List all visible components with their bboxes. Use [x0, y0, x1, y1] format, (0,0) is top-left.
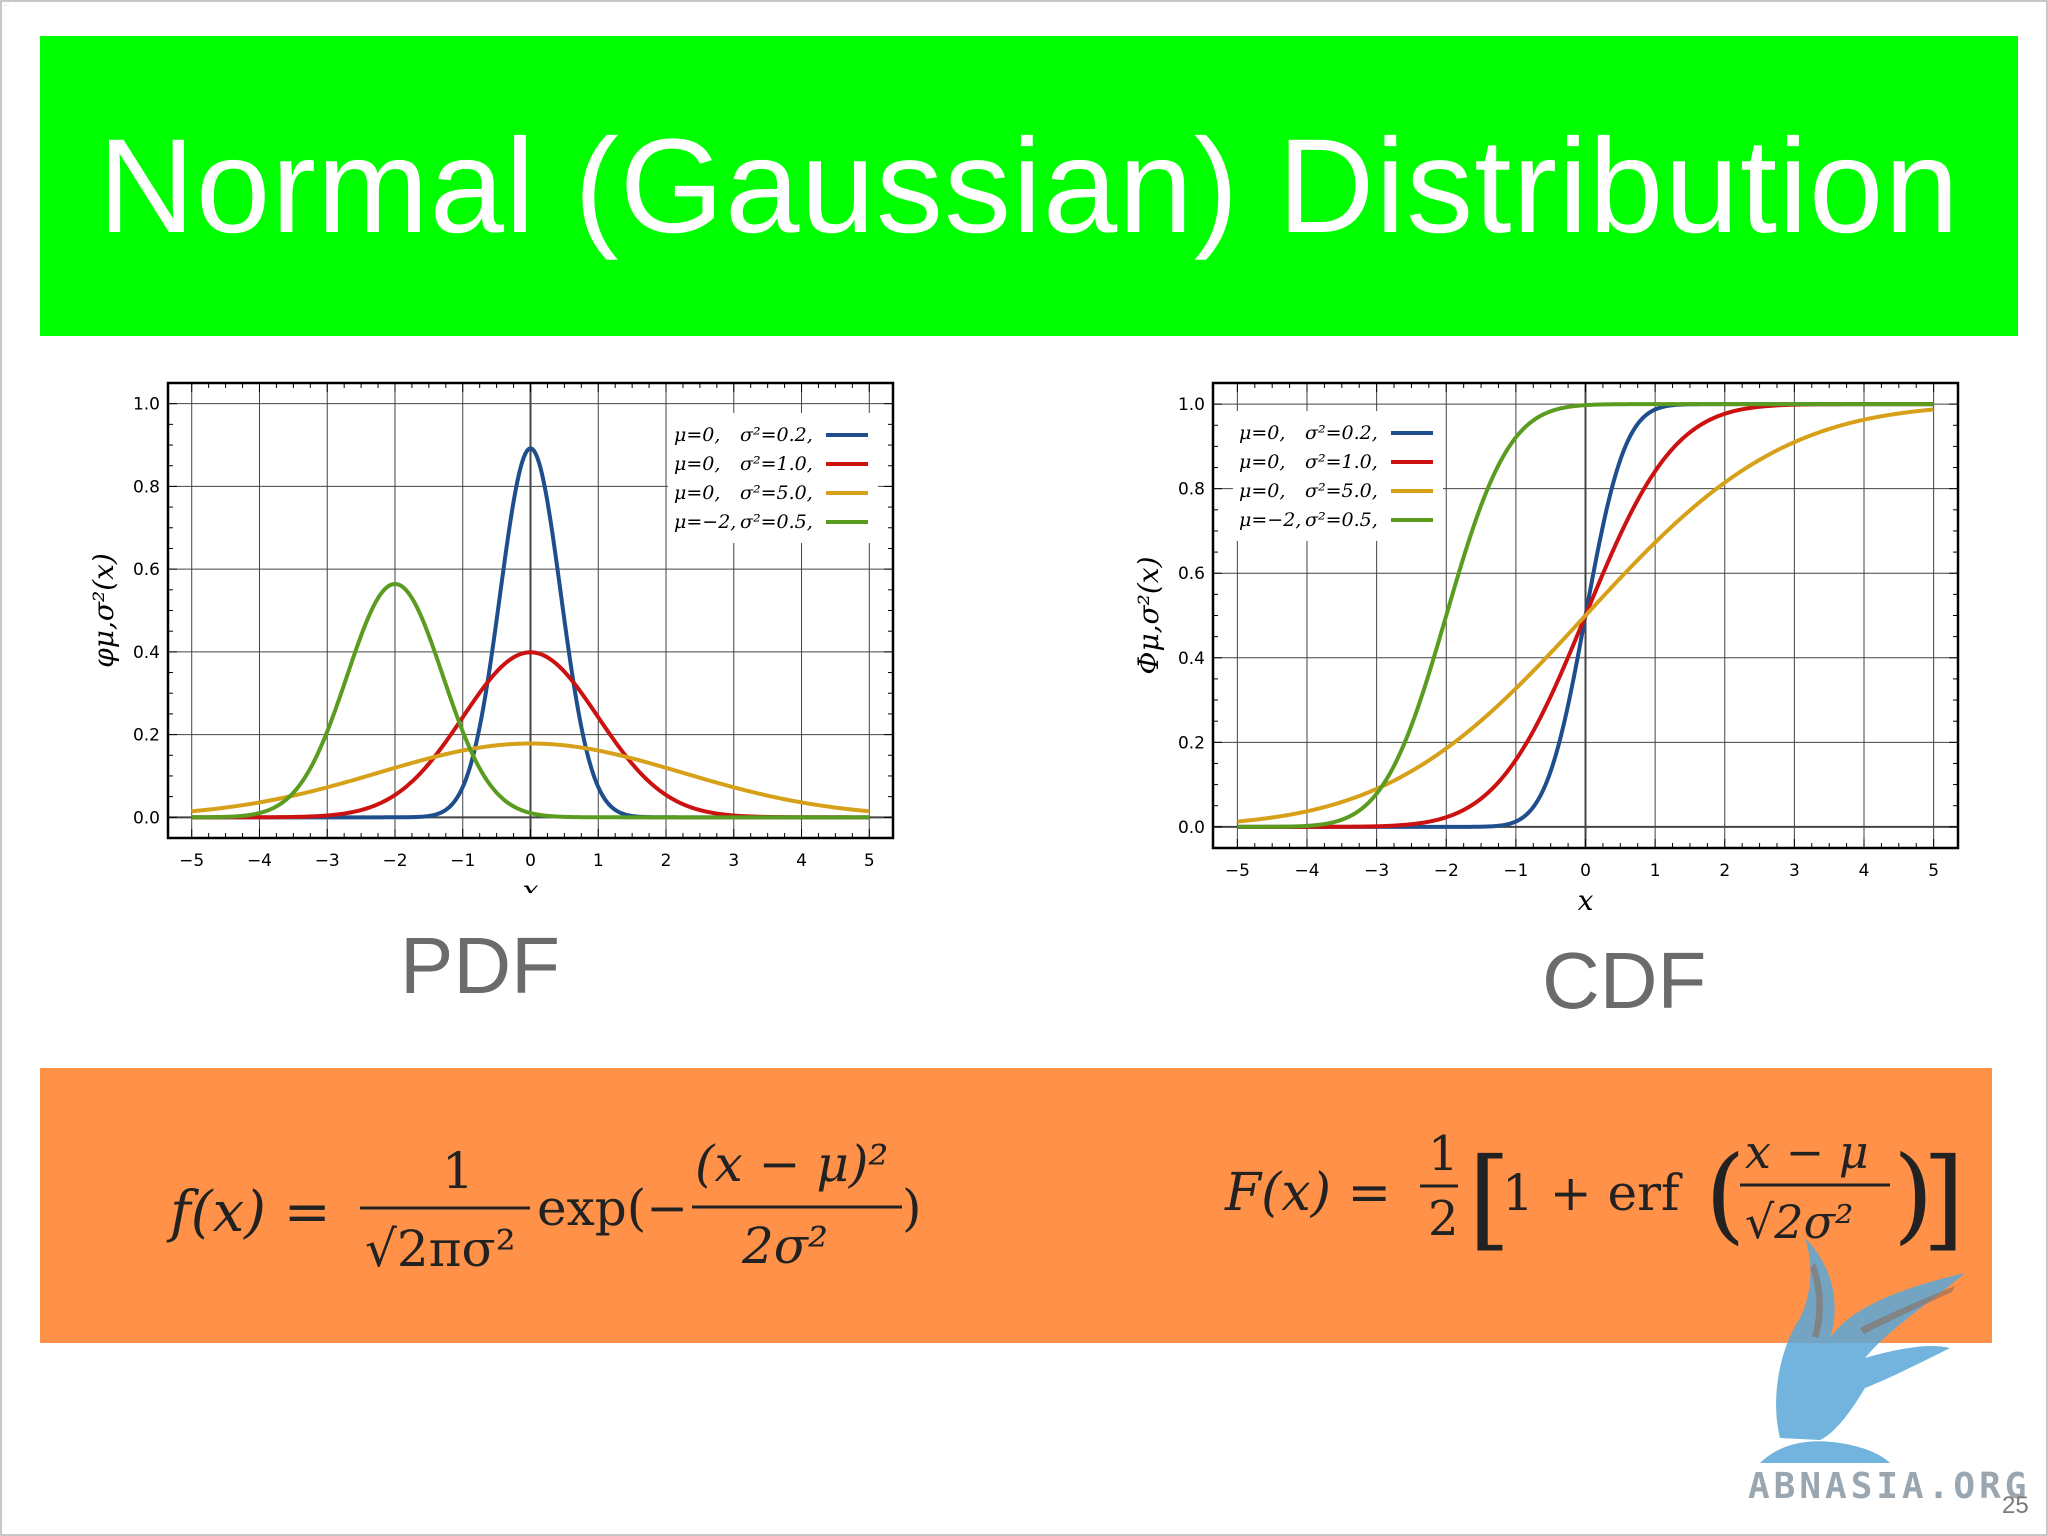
pdf-formula-exp-denominator: 2σ²: [741, 1217, 828, 1275]
cdf-formula: F(x) = 1 2 [ 1 + erf ( x − μ √2σ² ) ]: [1224, 1125, 1965, 1262]
cdf-series-group: [1237, 402, 1934, 829]
pdf-formula-lhs: f(x) =: [166, 1180, 331, 1245]
pdf-formula-close: ): [902, 1179, 922, 1237]
cdf-legend-var-0: σ²=0.2,: [1305, 422, 1378, 444]
pdf-formula-denominator: √2πσ²: [365, 1220, 516, 1278]
cdf-tick-labels: −5 −4 −3 −2 −1 0 1 2 3 4 5 0.0 0.2 0.4 0.6 0.8 1.0: [1178, 395, 1939, 881]
pdf-legend-mu-0: μ=0,: [674, 424, 720, 446]
cdf-xtick-label-9: 4: [1859, 861, 1870, 881]
pdf-xtick-label-0: −5: [179, 851, 204, 871]
pdf-ytick-label-0: 0.0: [133, 808, 160, 828]
pdf-caption: PDF: [400, 921, 560, 1010]
pdf-tick-labels: −5 −4 −3 −2 −1 0 1 2 3 4 5 0.0 0.2 0.4 0.6 0.8 1.0: [133, 395, 875, 871]
cdf-bracket-open: [: [1468, 1134, 1511, 1262]
pdf-legend-var-2: σ²=5.0,: [740, 482, 813, 504]
pdf-legend-mu-2: μ=0,: [674, 482, 720, 504]
cdf-xtick-label-8: 3: [1789, 861, 1800, 881]
cdf-ytick-label-0: 0.0: [1178, 818, 1205, 838]
pdf-formula: f(x) = 1 √2πσ² exp(− (x − μ)² 2σ² ): [166, 1135, 922, 1278]
cdf-ytick-label-2: 0.4: [1178, 649, 1205, 669]
pdf-x-axis-label: x: [523, 874, 539, 893]
cdf-formula-inner: 1 + erf: [1502, 1164, 1683, 1222]
pdf-xtick-label-6: 1: [593, 851, 604, 871]
cdf-paren-open: (: [1705, 1133, 1746, 1255]
cdf-legend-var-2: σ²=5.0,: [1305, 480, 1378, 502]
formula-banner: f(x) = 1 √2πσ² exp(− (x − μ)² 2σ² ) F(x)…: [40, 1068, 1992, 1343]
pdf-legend-var-1: σ²=1.0,: [740, 453, 813, 475]
griffin-logo-icon: [1760, 1238, 1965, 1463]
pdf-xtick-label-3: −2: [382, 851, 407, 871]
cdf-series-line-2: [1237, 407, 1934, 824]
cdf-xtick-label-10: 5: [1928, 861, 1939, 881]
cdf-caption: CDF: [1542, 936, 1707, 1025]
pdf-legend-mu-1: μ=0,: [674, 453, 720, 475]
cdf-xtick-label-3: −2: [1434, 861, 1459, 881]
cdf-xtick-label-4: −1: [1503, 861, 1528, 881]
cdf-xtick-label-0: −5: [1225, 861, 1250, 881]
pdf-ytick-label-1: 0.2: [133, 726, 160, 746]
cdf-legend-mu-1: μ=0,: [1239, 451, 1285, 473]
cdf-legend-var-1: σ²=1.0,: [1305, 451, 1378, 473]
cdf-chart: −5 −4 −3 −2 −1 0 1 2 3 4 5 0.0 0.2 0.4 0.6 0.8 1.0 x Φμ,σ²…: [1133, 373, 1973, 913]
cdf-series-line-3: [1237, 402, 1934, 829]
cdf-x-axis-label: x: [1578, 884, 1594, 913]
cdf-y-axis-label: Φμ,σ²(x): [1133, 556, 1165, 674]
pdf-formula-exp-numerator: (x − μ)²: [695, 1135, 888, 1193]
cdf-formula-numerator: 1: [1428, 1126, 1459, 1182]
cdf-xtick-label-7: 2: [1719, 861, 1730, 881]
cdf-formula-denominator: 2: [1428, 1191, 1459, 1247]
cdf-legend: μ=0, σ²=0.2, μ=0, σ²=1.0, μ=0, σ²=5.0,μ=−2, σ²…: [1233, 411, 1443, 541]
cdf-ytick-label-5: 1.0: [1178, 395, 1205, 415]
cdf-legend-mu-3: μ=−2,: [1239, 509, 1301, 531]
cdf-xtick-label-1: −4: [1294, 861, 1319, 881]
pdf-xtick-label-10: 5: [864, 851, 875, 871]
cdf-ytick-label-1: 0.2: [1178, 733, 1205, 753]
cdf-formula-inner-numerator: x − μ: [1745, 1125, 1869, 1179]
pdf-legend-var-0: σ²=0.2,: [740, 424, 813, 446]
cdf-bracket-close: ]: [1922, 1134, 1965, 1262]
pdf-formula-exp: exp(−: [537, 1179, 688, 1237]
pdf-xtick-label-8: 3: [728, 851, 739, 871]
cdf-legend-mu-2: μ=0,: [1239, 480, 1285, 502]
cdf-ytick-label-4: 0.8: [1178, 480, 1205, 500]
slide-title: Normal (Gaussian) Distribution: [98, 111, 1960, 261]
pdf-ytick-label-5: 1.0: [133, 395, 160, 415]
formula-area: f(x) = 1 √2πσ² exp(− (x − μ)² 2σ² ) F(x)…: [166, 1125, 1965, 1278]
pdf-ytick-label-3: 0.6: [133, 560, 160, 580]
pdf-xtick-label-7: 2: [661, 851, 672, 871]
pdf-legend-mu-3: μ=−2,: [674, 511, 736, 533]
pdf-chart: −5 −4 −3 −2 −1 0 1 2 3 4 5 0.0 0.2 0.4 0.6 0.8 1.0 x φμ,σ²…: [88, 373, 908, 893]
corner-mark: …: [4, 2, 9, 8]
pdf-legend-var-3: σ²=0.5,: [740, 511, 813, 533]
pdf-xtick-label-4: −1: [450, 851, 475, 871]
cdf-xtick-label-2: −3: [1364, 861, 1389, 881]
title-banner: Normal (Gaussian) Distribution: [40, 36, 2018, 336]
cdf-xtick-label-5: 0: [1580, 861, 1591, 881]
logo-text: ABNASIA.ORG: [1748, 1466, 2031, 1507]
cdf-formula-inner-denominator: √2σ²: [1745, 1195, 1853, 1249]
pdf-plot-frame: [166, 381, 895, 840]
pdf-y-axis-label: φμ,σ²(x): [88, 553, 120, 668]
pdf-formula-numerator: 1: [442, 1142, 474, 1200]
pdf-series-line-2: [191, 741, 870, 814]
cdf-plot-frame: [1211, 381, 1960, 850]
pdf-xtick-label-9: 4: [796, 851, 807, 871]
pdf-series-group: [191, 446, 870, 820]
pdf-ytick-label-2: 0.4: [133, 643, 160, 663]
pdf-xtick-label-1: −4: [247, 851, 272, 871]
pdf-xtick-label-5: 0: [525, 851, 536, 871]
cdf-legend-mu-0: μ=0,: [1239, 422, 1285, 444]
pdf-series-line-3: [191, 581, 870, 820]
cdf-paren-close: ): [1893, 1133, 1934, 1255]
pdf-ytick-label-4: 0.8: [133, 477, 160, 497]
cdf-ytick-label-3: 0.6: [1178, 564, 1205, 584]
pdf-legend: μ=0, σ²=0.2, μ=0, σ²=1.0, μ=0, σ²=5.0,μ=−2, σ²…: [668, 413, 878, 543]
page-number: 25: [2002, 1492, 2029, 1519]
cdf-formula-lhs: F(x) =: [1224, 1163, 1391, 1223]
cdf-legend-var-3: σ²=0.5,: [1305, 509, 1378, 531]
cdf-xtick-label-6: 1: [1650, 861, 1661, 881]
pdf-xtick-label-2: −3: [315, 851, 340, 871]
